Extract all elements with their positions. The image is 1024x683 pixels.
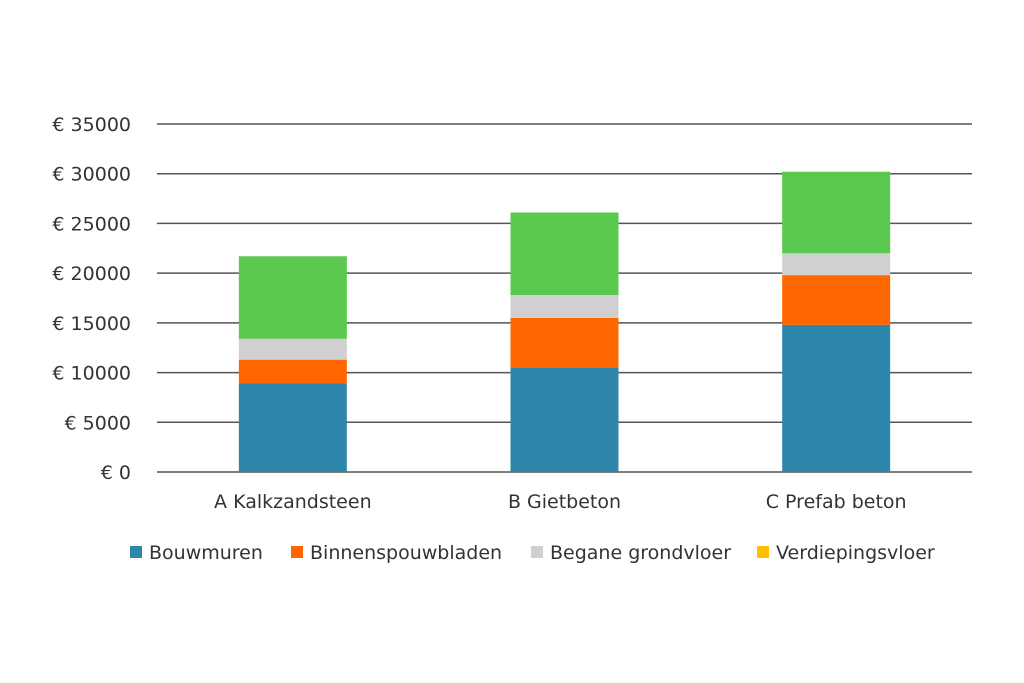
- y-tick-label: € 25000: [52, 213, 131, 235]
- bar-segment: [510, 317, 619, 368]
- bar-segment: [782, 275, 891, 325]
- bar-segment: [238, 338, 347, 360]
- y-tick-label: € 5000: [65, 412, 131, 434]
- legend-label: Verdiepingsvloer: [776, 542, 935, 564]
- y-tick-label: € 15000: [52, 313, 131, 335]
- bar-segment: [238, 256, 347, 339]
- y-tick-label: € 35000: [52, 114, 131, 136]
- bars: [238, 171, 891, 472]
- legend-swatch: [291, 546, 303, 558]
- bar-segment: [238, 383, 347, 472]
- y-tick-label: € 10000: [52, 363, 131, 385]
- legend-swatch: [130, 546, 142, 558]
- bar-segment: [782, 253, 891, 276]
- legend-label: Begane grondvloer: [550, 542, 731, 564]
- y-tick-label: € 0: [101, 462, 131, 484]
- legend: Bouwmuren Binnenspouwbladen Begane grondvl…: [130, 542, 935, 564]
- x-category-label: C Prefab beton: [766, 491, 907, 513]
- bar-segment: [782, 171, 891, 254]
- legend-label: Bouwmuren: [149, 542, 263, 564]
- bar-segment: [510, 295, 619, 318]
- legend-swatch: [531, 546, 543, 558]
- x-axis-labels: A Kalkzandsteen B Gietbeton C Prefab beton: [214, 491, 907, 513]
- bar-segment: [238, 359, 347, 384]
- x-category-label: B Gietbeton: [508, 491, 621, 513]
- y-tick-label: € 20000: [52, 263, 131, 285]
- legend-swatch: [757, 546, 769, 558]
- legend-label: Binnenspouwbladen: [310, 542, 502, 564]
- y-tick-label: € 30000: [52, 164, 131, 186]
- bar-segment: [782, 324, 891, 472]
- bar-segment: [510, 367, 619, 472]
- x-category-label: A Kalkzandsteen: [214, 491, 372, 513]
- bar-segment: [510, 212, 619, 296]
- y-axis-ticks: € 0 € 5000 € 10000 € 15000 € 20000 € 25000 € 3…: [52, 114, 131, 484]
